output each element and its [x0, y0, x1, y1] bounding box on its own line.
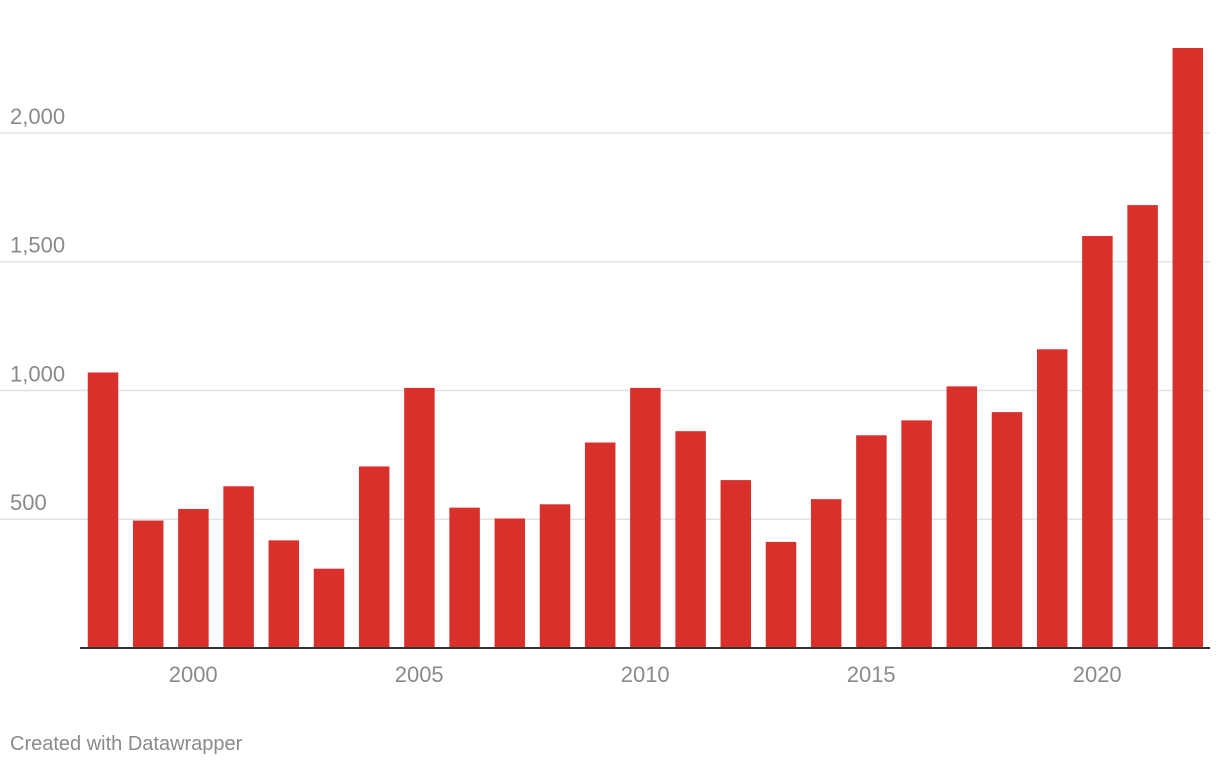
bar-2018	[946, 386, 978, 648]
bar-2013	[720, 480, 752, 648]
y-tick-label-500: 500	[10, 490, 47, 515]
bar-2014	[765, 541, 797, 648]
bar-2011	[630, 387, 661, 648]
bars	[87, 48, 1204, 648]
bar-2021	[1082, 235, 1113, 648]
bar-2009	[539, 504, 571, 648]
bar-2007	[449, 507, 480, 648]
bar-2010	[584, 442, 616, 648]
credit-text: Created with Datawrapper	[10, 733, 243, 755]
y-tick-label-1500: 1,500	[10, 233, 65, 258]
y-tick-label-1000: 1,000	[10, 361, 65, 386]
x-tick-label-2015: 2015	[847, 662, 896, 687]
bar-2008	[494, 518, 526, 648]
bar-2002	[223, 486, 254, 648]
bar-1999	[87, 372, 119, 648]
x-tick-label-2005: 2005	[395, 662, 444, 687]
bar-2017	[901, 420, 932, 648]
bar-2022	[1127, 205, 1158, 648]
bar-2016	[856, 435, 887, 648]
bar-2001	[178, 508, 209, 648]
bar-2020	[1036, 349, 1068, 648]
bar-2015	[810, 499, 842, 648]
x-axis-tick-labels: 2000 2005 2010 2015 2020	[169, 662, 1122, 687]
bar-2012	[675, 431, 706, 648]
bar-2000	[132, 520, 164, 648]
x-tick-label-2000: 2000	[169, 662, 218, 687]
bar-2003	[268, 540, 300, 648]
y-axis-tick-labels: 500 1,000 1,500 2,000	[10, 104, 65, 515]
bar-2005	[358, 466, 390, 648]
x-tick-label-2010: 2010	[621, 662, 670, 687]
bar-2023	[1172, 48, 1204, 648]
bar-2004	[313, 568, 345, 648]
y-tick-label-2000: 2,000	[10, 104, 65, 129]
bar-2019	[991, 412, 1023, 648]
x-tick-label-2020: 2020	[1073, 662, 1122, 687]
bar-2006	[404, 387, 435, 648]
